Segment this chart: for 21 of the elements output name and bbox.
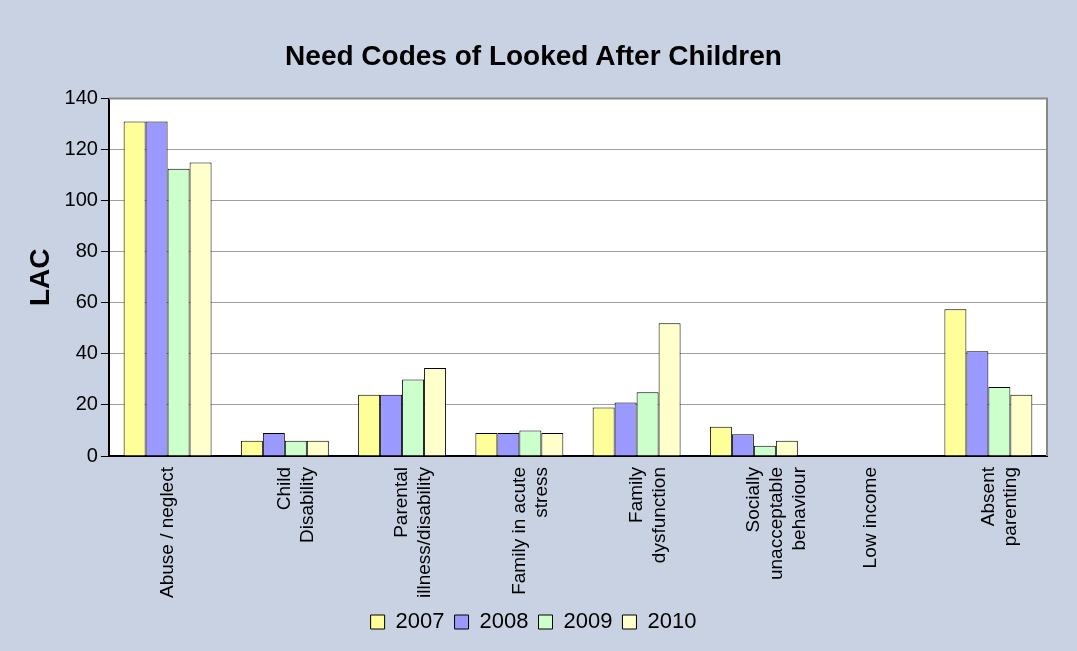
x-tick-label: Abuse / neglect <box>155 466 177 599</box>
y-tick-label: 140 <box>64 86 98 109</box>
legend-label: 2007 <box>395 608 445 634</box>
y-tick-label: 0 <box>86 443 98 466</box>
chart-title: Need Codes of Looked After Children <box>285 39 782 71</box>
x-tick-label: Absent parenting <box>976 466 1021 547</box>
x-tick-label: Low income <box>859 467 881 569</box>
y-tick-label: 40 <box>75 341 98 364</box>
x-tick-label: Family in acute stress <box>507 467 552 595</box>
y-tick-label: 80 <box>75 239 98 262</box>
y-axis-title: LAC <box>23 248 55 307</box>
x-tick-label: Child Disability <box>273 466 317 544</box>
y-tick-label: 120 <box>64 137 98 160</box>
legend-label: 2010 <box>647 608 697 634</box>
legend-label: 2008 <box>479 608 529 634</box>
x-tick-label: Parental illness/disability <box>390 466 435 598</box>
legend-label: 2009 <box>563 608 613 634</box>
x-tick-label: Socially unacceptable behaviour <box>742 466 809 581</box>
y-tick-label: 20 <box>75 392 98 415</box>
y-tick-label: 60 <box>75 290 98 313</box>
y-tick-label: 100 <box>64 188 98 211</box>
